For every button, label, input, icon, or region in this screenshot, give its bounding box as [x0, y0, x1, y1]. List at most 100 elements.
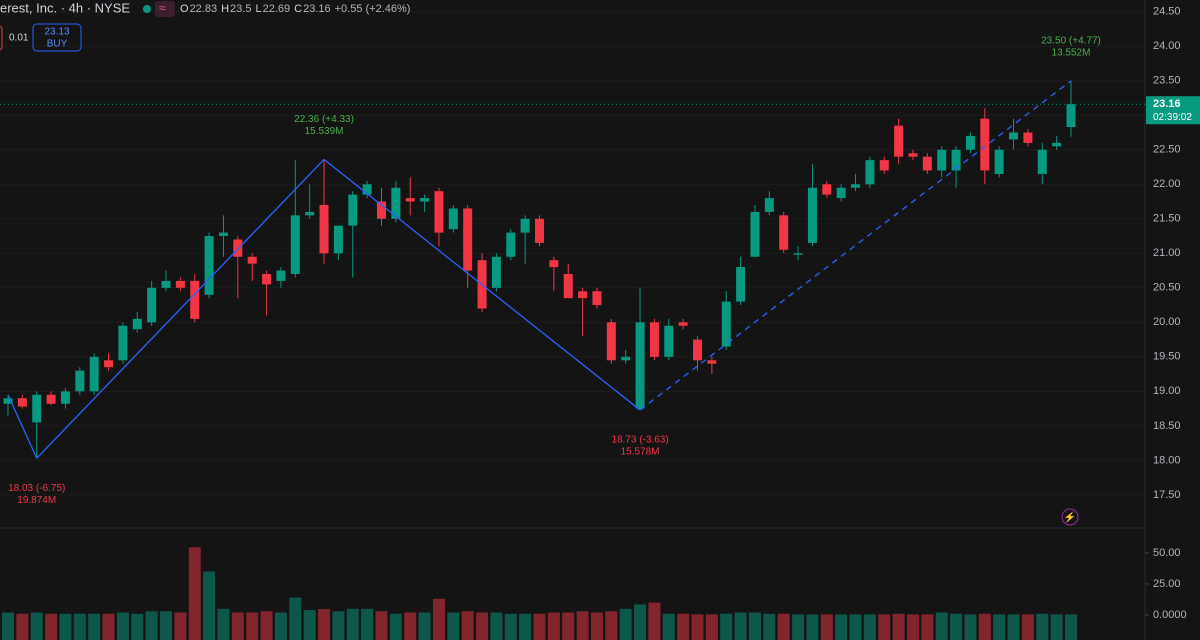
volume-bar	[590, 612, 603, 640]
ohlc-value: 23.5	[230, 3, 251, 15]
candle-body	[1037, 149, 1047, 174]
ohlc-value: 22.83	[190, 3, 218, 15]
volume-bar	[763, 613, 776, 640]
change: +0.55 (+2.46%)	[335, 3, 411, 15]
alert-icon[interactable]	[1061, 508, 1079, 526]
candle-body	[520, 218, 530, 233]
alert-glyph[interactable]: ⚡	[1064, 511, 1076, 524]
volume-bar	[274, 612, 287, 640]
candle-body	[951, 149, 961, 171]
pivot-volume: 19.874M	[17, 495, 56, 506]
candle-body	[132, 318, 142, 330]
volume-bar	[16, 613, 29, 640]
volume-bar	[964, 614, 977, 640]
candle-body	[578, 291, 588, 299]
candle-body	[391, 187, 401, 219]
y-tick-label: 18.50	[1153, 420, 1181, 432]
zigzag-line	[7, 394, 38, 459]
candle-body	[506, 232, 516, 257]
volume-bar	[950, 613, 963, 640]
buy-button[interactable]	[32, 23, 82, 52]
volume-bar	[734, 612, 747, 640]
volume-bar	[389, 613, 402, 640]
volume-bar	[1036, 613, 1049, 640]
candle-body	[851, 184, 861, 188]
ohlc: O 22.83 H 23.5 L 22.69 C 23.16 +0.55 (+2.46%)	[180, 3, 410, 15]
candle-body	[376, 201, 386, 219]
volume-bar	[59, 613, 72, 640]
candle-body	[1023, 132, 1033, 143]
volume-bar	[432, 598, 445, 640]
volume-bar	[792, 614, 805, 640]
buy-label[interactable]: BUY	[47, 39, 68, 50]
volume-bar	[777, 613, 790, 640]
volume-bar	[461, 611, 474, 640]
candle-body	[965, 135, 975, 150]
zigzag-line	[323, 158, 641, 411]
buy-price[interactable]: 23.13	[44, 27, 69, 38]
volume-bar	[361, 608, 374, 640]
ohlc-label: H	[221, 3, 229, 15]
candle-body	[908, 153, 918, 157]
y-tick-label: 20.50	[1153, 282, 1181, 294]
candle-body	[3, 398, 13, 404]
candle-body	[1009, 132, 1019, 140]
candle-body	[1066, 104, 1076, 127]
pivot-volume: 13.552M	[1052, 47, 1091, 58]
volume-bar	[375, 611, 388, 640]
candle-body	[104, 360, 114, 368]
candle-body	[60, 391, 70, 404]
candle-body	[319, 204, 329, 254]
candle-body	[46, 394, 56, 404]
volume-bar	[906, 614, 919, 640]
badge	[155, 1, 175, 17]
candle-body	[147, 287, 157, 323]
candle-body	[218, 232, 228, 237]
candle-body	[233, 239, 243, 257]
countdown: 02:39:02	[1153, 112, 1192, 123]
candle-body	[17, 398, 27, 407]
candle-body	[693, 339, 703, 361]
volume-bar	[318, 609, 331, 640]
ohlc-label: C	[294, 3, 302, 15]
y-tick-label: 19.00	[1153, 385, 1181, 397]
volume-bar	[547, 612, 560, 640]
volume-bar	[447, 612, 460, 640]
last-price: 23.16	[1153, 98, 1181, 110]
volume-tick-label: 0.0000	[1153, 609, 1187, 621]
candle-body	[994, 149, 1004, 174]
volume-bar	[978, 613, 991, 640]
candle-body	[549, 260, 559, 268]
candle-body	[348, 194, 358, 226]
candle-body	[1052, 142, 1062, 147]
candle-body	[606, 322, 616, 361]
candle-body	[32, 394, 42, 423]
candle-body	[879, 160, 889, 171]
candle-body	[175, 280, 185, 288]
volume-bar	[562, 612, 575, 640]
candle-body	[276, 270, 286, 281]
volume-bar	[145, 611, 158, 640]
volume-bar	[878, 614, 891, 640]
pivot-label: 23.50 (+4.77)	[1041, 35, 1101, 46]
plot	[0, 11, 1145, 640]
volume-bar	[246, 612, 259, 640]
candle-body	[563, 274, 573, 299]
candle-body	[491, 256, 501, 288]
candle-body	[807, 187, 817, 243]
volume-bar	[662, 613, 675, 640]
volume-bar	[835, 614, 848, 640]
volume-bar	[30, 612, 43, 640]
candle-body	[865, 160, 875, 185]
volume-bar	[88, 613, 101, 640]
volume-bar	[404, 612, 417, 640]
volume-bar	[849, 614, 862, 640]
candle-body	[448, 208, 458, 230]
volume-bar	[935, 612, 948, 640]
candle-body	[75, 370, 85, 392]
candle-body	[793, 253, 803, 255]
volume-bar	[45, 613, 58, 640]
volume-bar	[418, 612, 431, 640]
ohlc-value: 22.69	[263, 3, 291, 15]
candle-body	[721, 301, 731, 347]
